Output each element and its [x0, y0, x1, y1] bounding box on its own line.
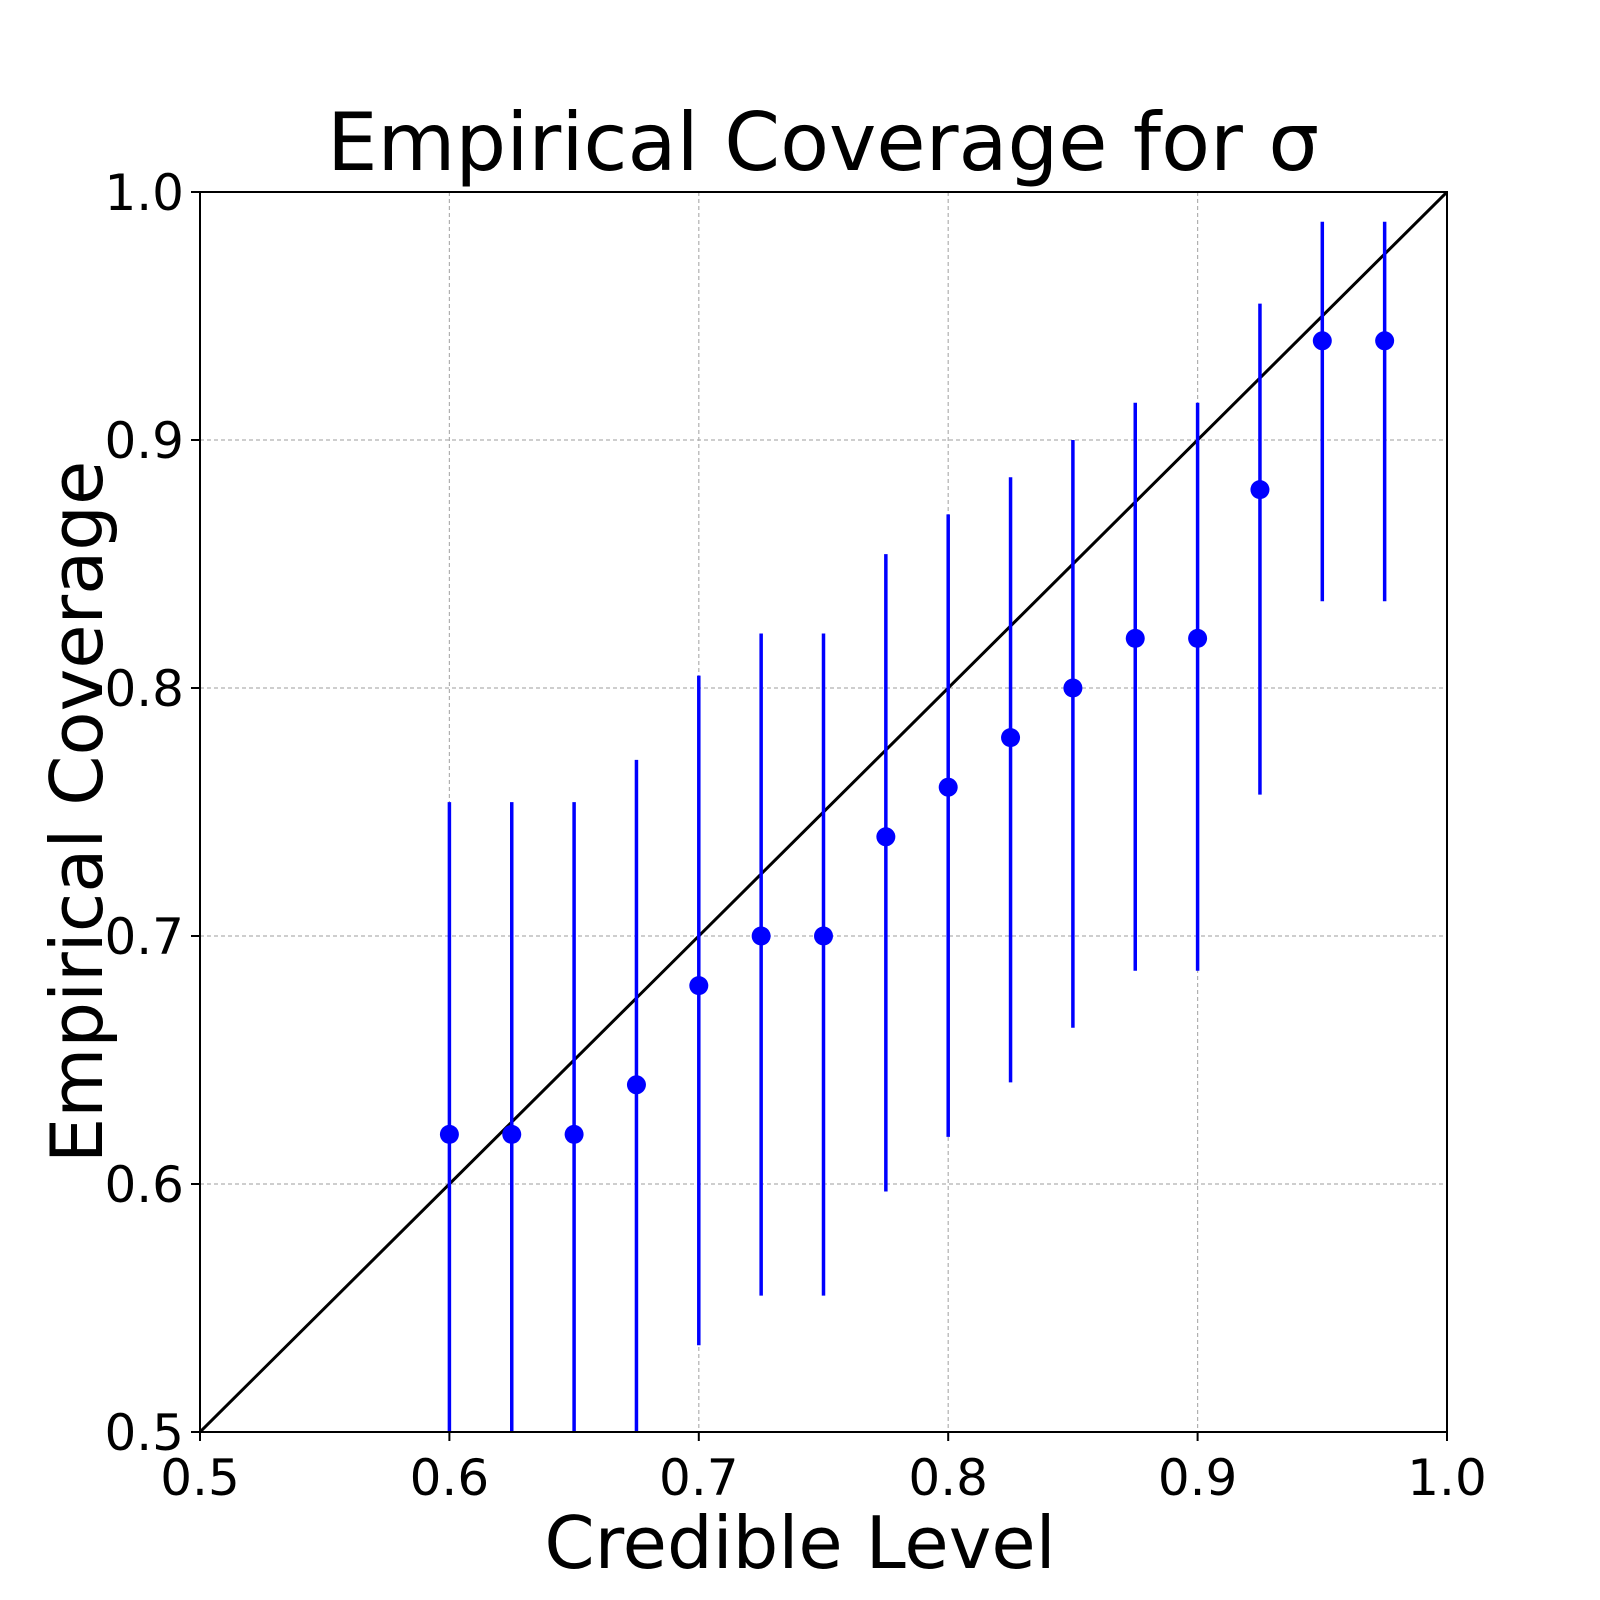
- data-point: [1312, 331, 1332, 351]
- data-point: [502, 1124, 522, 1144]
- data-point: [1063, 678, 1083, 698]
- y-tick-label: 0.8: [104, 660, 184, 718]
- x-tick-label: 0.9: [1158, 1449, 1238, 1507]
- y-tick-label: 0.7: [104, 908, 184, 966]
- x-tick-label: 1.0: [1407, 1449, 1487, 1507]
- y-tick-label: 0.6: [104, 1156, 184, 1214]
- y-tick-label: 0.9: [104, 412, 184, 470]
- data-point: [1375, 331, 1395, 351]
- x-tick-label: 0.8: [908, 1449, 988, 1507]
- data-point: [626, 1075, 646, 1095]
- data-point: [814, 926, 833, 946]
- x-axis-label: Credible Level: [544, 1501, 1055, 1585]
- data-point: [1001, 728, 1021, 748]
- x-tick-label: 0.6: [410, 1449, 490, 1507]
- data-point: [938, 777, 958, 797]
- data-point: [689, 976, 709, 996]
- x-tick-label: 0.7: [659, 1449, 739, 1507]
- tick-layer: 0.5 0.6 0.7 0.8 0.9 1.0 0.5 0.6 0.7 0.8 0.9 1.0: [104, 164, 1486, 1507]
- chart-title: Empirical Coverage for σ: [327, 96, 1319, 189]
- data-point: [751, 926, 771, 946]
- data-point: [876, 827, 896, 847]
- data-point: [1250, 480, 1270, 500]
- y-axis-label: Empirical Coverage: [35, 461, 119, 1164]
- data-layer: [439, 221, 1395, 1432]
- y-tick-label: 0.5: [104, 1404, 184, 1462]
- y-tick-label: 1.0: [104, 164, 184, 222]
- data-point: [439, 1124, 459, 1144]
- data-point: [564, 1124, 584, 1144]
- x-tick-label: 0.5: [160, 1449, 240, 1507]
- data-point: [1125, 628, 1145, 648]
- data-point: [1188, 628, 1208, 648]
- plot-frame: [199, 191, 1448, 1433]
